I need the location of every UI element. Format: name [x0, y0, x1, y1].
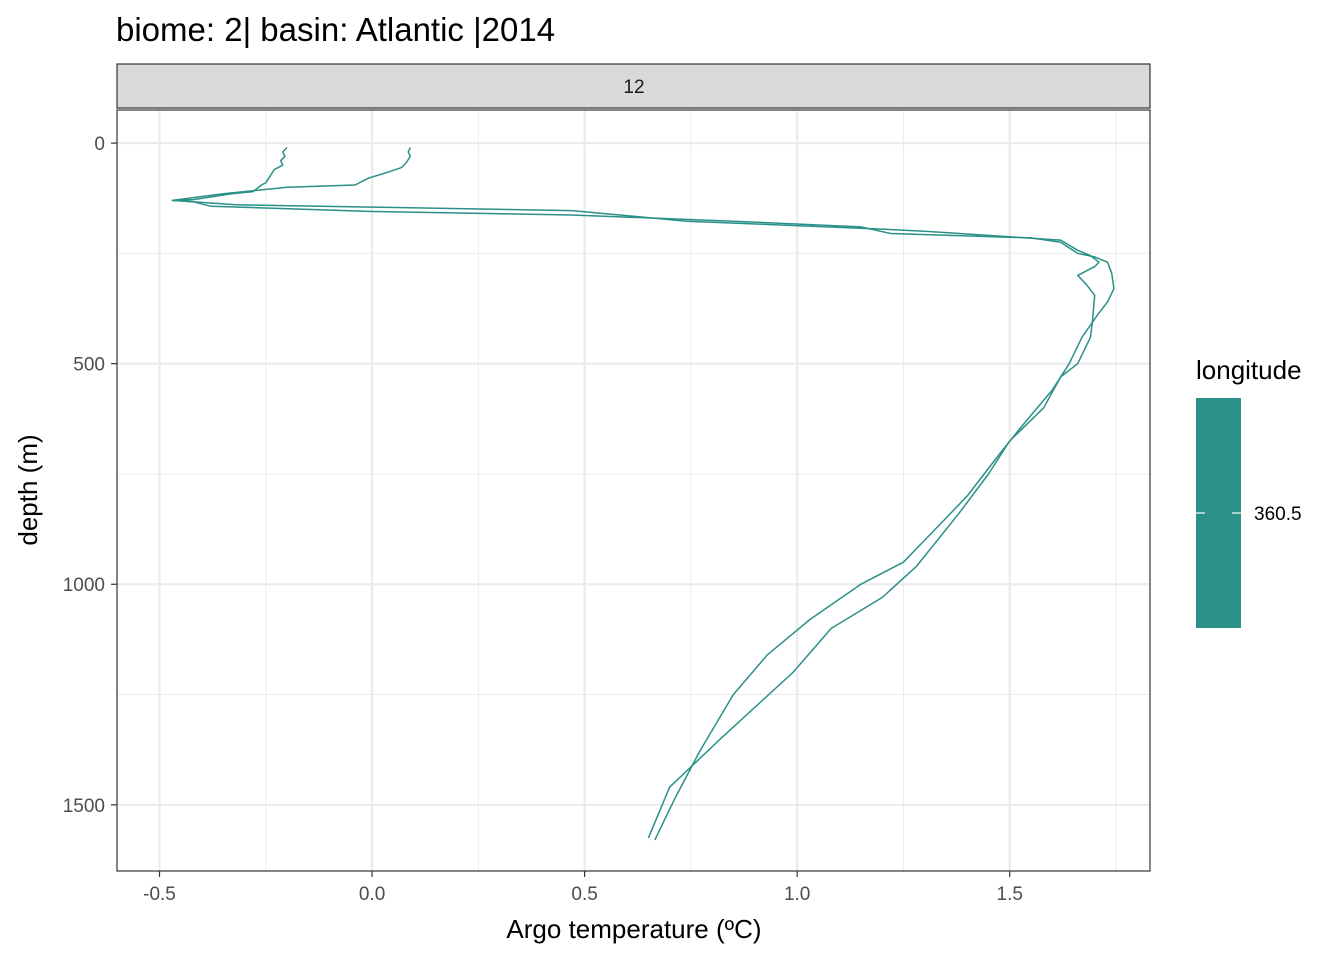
legend-label: 360.5	[1254, 504, 1302, 525]
x-axis-title: Argo temperature (ºC)	[506, 914, 761, 944]
x-tick-label: 1.0	[784, 884, 810, 905]
x-tick-label: 0.5	[571, 884, 597, 905]
profile-lines	[171, 146, 1115, 841]
y-tick-label: 1500	[63, 796, 105, 817]
legend-title: longitude	[1196, 355, 1302, 385]
plot-panel-border	[116, 109, 1151, 872]
plot-panel-background	[117, 110, 1150, 871]
profile-line-2	[171, 147, 1100, 839]
y-axis-title: depth (m)	[13, 434, 43, 545]
y-tick-label: 1000	[63, 575, 105, 596]
x-axis: -0.5 0.0 0.5 1.0 1.5	[143, 871, 1023, 905]
legend: longitude 360.5	[1196, 355, 1302, 628]
facet-label: 12	[623, 77, 644, 98]
facet-strip	[116, 63, 1151, 109]
x-tick-label: 1.5	[997, 884, 1023, 905]
x-tick-label: -0.5	[143, 884, 176, 905]
grid	[117, 110, 1150, 871]
y-axis: 0 500 1000 1500	[63, 134, 117, 817]
profile-line-1	[171, 146, 1115, 841]
y-tick-label: 0	[94, 134, 105, 155]
chart-title: biome: 2| basin: Atlantic |2014	[116, 11, 555, 48]
y-tick-label: 500	[73, 355, 105, 376]
x-tick-label: 0.0	[359, 884, 385, 905]
